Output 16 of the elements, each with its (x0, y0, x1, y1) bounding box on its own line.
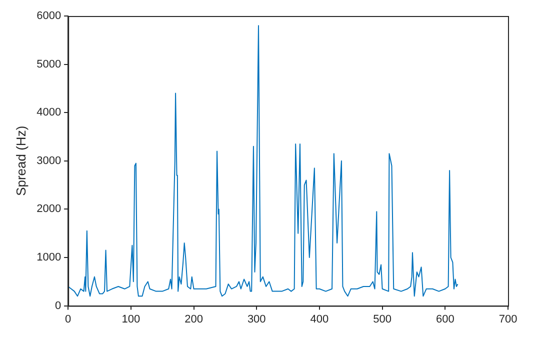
x-tick-label: 300 (247, 313, 266, 326)
y-axis-title: Spread (Hz) (13, 126, 28, 196)
x-tick-label: 400 (310, 313, 329, 326)
x-tick-label: 600 (436, 313, 454, 326)
x-tick-label: 0 (65, 313, 72, 326)
x-tick-label: 500 (373, 313, 392, 326)
y-tick-label: 5000 (36, 58, 62, 70)
y-tick-label: 3000 (36, 154, 62, 167)
y-tick-label: 6000 (36, 10, 62, 22)
y-tick-label: 4000 (36, 106, 62, 119)
y-tick-label: 1000 (36, 252, 62, 264)
x-tick-label: 100 (122, 313, 140, 326)
x-tick-label: 700 (498, 313, 518, 326)
y-tick-label: 0 (54, 300, 62, 312)
x-tick-label: 200 (184, 313, 203, 326)
y-tick-label: 2000 (36, 203, 62, 216)
